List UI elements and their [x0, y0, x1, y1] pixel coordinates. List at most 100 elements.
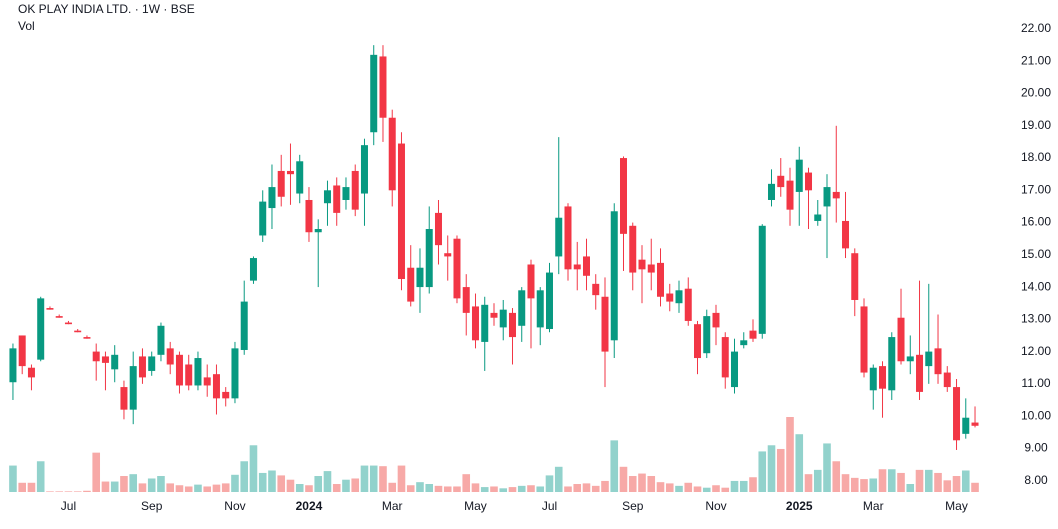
volume-bar — [536, 486, 545, 492]
volume-bar — [323, 471, 332, 492]
candle-body — [27, 367, 35, 378]
volume-bar — [878, 469, 887, 492]
candle-body — [786, 180, 794, 210]
volume-bar — [749, 477, 757, 492]
volume-bar — [64, 491, 73, 492]
y-tick-label: 8.00 — [1024, 473, 1048, 487]
y-tick-label: 13.00 — [1021, 312, 1051, 326]
candle-body — [619, 158, 627, 234]
candle-body — [83, 337, 91, 339]
volume-bar — [286, 479, 295, 492]
volume-bar — [360, 465, 369, 492]
y-tick-label: 11.00 — [1021, 376, 1050, 390]
candle-body — [194, 358, 202, 386]
candle-body — [490, 312, 498, 318]
volume-bar — [212, 484, 221, 492]
volume-bar — [388, 482, 397, 492]
candle-body — [656, 262, 664, 297]
volume-bar — [813, 469, 822, 492]
volume-bar — [573, 484, 582, 492]
volume-bar — [184, 486, 193, 492]
volume-bar — [369, 465, 378, 492]
volume-bar — [46, 491, 54, 492]
x-tick-label: May — [945, 499, 968, 513]
candle-body — [823, 187, 831, 207]
volume-bar — [258, 472, 267, 492]
y-tick-label: 10.00 — [1021, 408, 1051, 422]
candle-body — [721, 337, 729, 378]
volume-bar — [758, 451, 767, 492]
volume-bar — [601, 480, 609, 492]
volume-bar — [823, 443, 831, 492]
candle-body — [758, 225, 766, 334]
candle-body — [879, 366, 887, 389]
volume-bar — [887, 469, 896, 492]
candle-body — [397, 143, 405, 280]
y-tick-label: 22.00 — [1021, 21, 1051, 35]
volume-bar — [490, 486, 498, 492]
candle-body — [518, 290, 526, 326]
candle-body — [74, 330, 82, 333]
volume-bar — [397, 465, 406, 492]
volume-bar — [721, 487, 730, 492]
volume-bar — [767, 445, 776, 492]
candle-body — [138, 356, 146, 378]
volume-bar — [147, 478, 156, 492]
volume-bar — [83, 490, 91, 492]
volume-bar — [471, 483, 480, 492]
volume-bar — [545, 475, 554, 492]
y-tick-label: 16.00 — [1021, 215, 1051, 229]
volume-bar — [850, 477, 859, 492]
y-tick-label: 17.00 — [1021, 182, 1051, 196]
volume-label: Vol — [18, 19, 35, 33]
volume-bar — [869, 478, 878, 492]
candle-body — [860, 306, 868, 373]
candle-body — [416, 267, 424, 288]
candle-body — [342, 187, 350, 200]
candle-body — [582, 256, 590, 276]
volume-bar — [702, 487, 711, 492]
candle-body — [647, 264, 655, 273]
volume-bar — [406, 485, 415, 492]
volume-bar — [379, 466, 387, 492]
candle-body — [55, 316, 63, 318]
candle-body — [9, 348, 17, 383]
volume-bar — [591, 485, 600, 492]
volume-bar — [36, 461, 45, 492]
candle-body — [268, 187, 276, 209]
y-tick-label: 20.00 — [1021, 86, 1051, 100]
candle-body — [925, 351, 933, 367]
volume-bar — [527, 485, 535, 492]
volume-bar — [961, 470, 970, 492]
candle-body — [249, 258, 257, 281]
candle-body — [897, 317, 905, 362]
volume-bar — [101, 481, 110, 492]
candle-body — [740, 340, 748, 346]
volume-bar — [804, 474, 813, 492]
candle-body — [934, 348, 942, 375]
volume-bar — [786, 417, 794, 492]
x-tick-label: Jul — [61, 499, 76, 513]
candle-body — [203, 377, 211, 386]
volume-bar — [416, 482, 424, 492]
volume-bar — [684, 482, 693, 492]
volume-bar — [27, 482, 36, 492]
volume-bar — [647, 476, 656, 492]
candle-body — [379, 56, 387, 118]
candle-body — [370, 54, 378, 133]
volume-bar — [138, 483, 147, 492]
candle-body — [212, 374, 220, 399]
candle-body — [148, 356, 156, 371]
candle-body — [508, 312, 516, 338]
volume-bar — [712, 485, 720, 492]
volume-bar — [776, 448, 785, 492]
x-tick-label: 2024 — [296, 499, 323, 513]
y-tick-label: 19.00 — [1021, 118, 1051, 132]
candle-body — [360, 145, 368, 194]
volume-bar — [656, 482, 665, 492]
candle-body — [259, 201, 267, 236]
candle-body — [851, 253, 859, 300]
candle-body — [481, 304, 489, 342]
